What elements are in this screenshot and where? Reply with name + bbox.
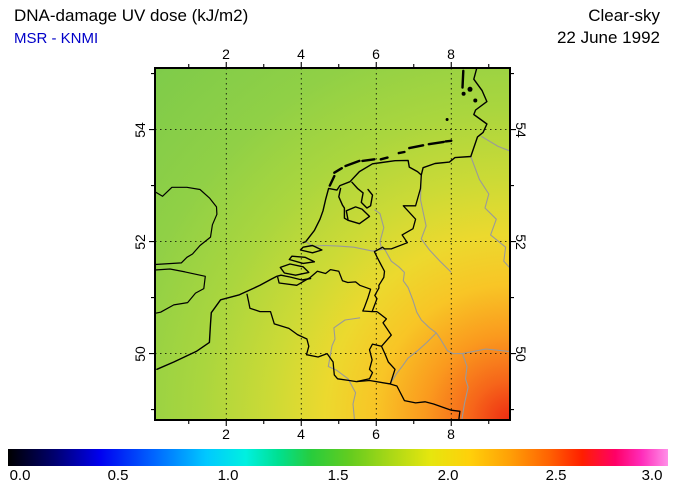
border-be-fr bbox=[246, 293, 357, 383]
ticks-bottom bbox=[188, 420, 490, 426]
river-elbe bbox=[481, 135, 511, 152]
lon-tick-top-8: 8 bbox=[447, 46, 455, 62]
coastline-east-anglia bbox=[154, 186, 218, 266]
river-weser bbox=[470, 156, 511, 269]
coastline-holland-wadden-germany bbox=[302, 67, 488, 244]
lat-tick-left-50: 50 bbox=[132, 346, 148, 362]
lat-tick-right-50: 50 bbox=[513, 346, 529, 362]
coastline-flevoland bbox=[345, 206, 371, 225]
colorbar-label-2.0: 2.0 bbox=[437, 467, 459, 480]
colorbar-gradient bbox=[8, 449, 668, 466]
lat-tick-right-54: 54 bbox=[513, 122, 529, 138]
river-paths bbox=[305, 135, 511, 421]
island-sylt bbox=[461, 69, 465, 89]
lon-tick-top-2: 2 bbox=[222, 46, 230, 62]
island-texel bbox=[328, 174, 336, 187]
map-source: MSR - KNMI bbox=[14, 30, 99, 47]
tick-marks bbox=[149, 62, 516, 426]
colorbar-label-3.0: 3.0 bbox=[641, 467, 663, 480]
island-amrum bbox=[461, 91, 466, 96]
map-overlay bbox=[149, 62, 516, 426]
island-helgoland bbox=[445, 118, 449, 121]
lon-tick-bottom-4: 4 bbox=[297, 426, 305, 442]
lon-tick-top-4: 4 bbox=[297, 46, 305, 62]
coastline-noordoostpolder bbox=[351, 181, 374, 209]
lon-tick-bottom-6: 6 bbox=[372, 426, 380, 442]
map-frame bbox=[154, 67, 511, 421]
island-schiermonnikoog bbox=[379, 156, 389, 161]
island-vlieland bbox=[333, 167, 343, 174]
colorbar-label-2.5: 2.5 bbox=[545, 467, 567, 480]
island-foehr bbox=[467, 86, 473, 92]
river-mosel bbox=[390, 332, 437, 384]
border-nl-be bbox=[276, 268, 373, 313]
river-ijssel bbox=[374, 209, 385, 251]
river-waal bbox=[305, 241, 385, 252]
colorbar-label-1.5: 1.5 bbox=[327, 467, 349, 480]
coastline-schouwen bbox=[288, 255, 316, 265]
island-borkum bbox=[397, 150, 406, 155]
river-rhine bbox=[384, 248, 469, 421]
lon-tick-bottom-8: 8 bbox=[447, 426, 455, 442]
lat-tick-left-52: 52 bbox=[132, 234, 148, 250]
river-ems bbox=[419, 174, 452, 273]
river-meuse bbox=[327, 317, 361, 421]
grid-lines bbox=[155, 68, 510, 420]
island-pellworm bbox=[473, 98, 478, 103]
ticks-left bbox=[149, 73, 155, 411]
colorbar-label-0.0: 0.0 bbox=[9, 467, 31, 480]
england-coast bbox=[154, 186, 218, 314]
ticks-right bbox=[510, 73, 516, 411]
island-langeoog bbox=[427, 140, 445, 146]
coastline-ijsselmeer-shore bbox=[338, 187, 349, 221]
border-be-de-lux-west bbox=[356, 311, 392, 383]
border-paths bbox=[246, 174, 461, 421]
coastline-walcheren bbox=[279, 263, 310, 276]
date-label: 22 June 1992 bbox=[556, 28, 660, 47]
river-main bbox=[462, 348, 511, 355]
colorbar-label-1.0: 1.0 bbox=[217, 467, 239, 480]
island-norderney bbox=[408, 144, 425, 150]
lat-tick-right-52: 52 bbox=[513, 234, 529, 250]
lon-tick-top-6: 6 bbox=[372, 46, 380, 62]
island-terschelling bbox=[344, 159, 361, 168]
page-title: DNA-damage UV dose (kJ/m2) bbox=[14, 6, 249, 25]
colorbar-label-0.5: 0.5 bbox=[107, 467, 129, 480]
coastline-france-belgium bbox=[156, 274, 312, 370]
border-lux-east-fr-de bbox=[380, 346, 461, 421]
border-lux-fr-south bbox=[356, 379, 390, 385]
island-marks bbox=[328, 69, 478, 187]
border-nl-de bbox=[371, 174, 422, 313]
coastline-kent-sussex bbox=[154, 268, 206, 314]
island-wangerooge bbox=[444, 139, 453, 143]
coastline-goeree-voorne bbox=[299, 244, 323, 254]
sky-condition-label: Clear-sky bbox=[588, 6, 660, 25]
lon-tick-bottom-2: 2 bbox=[222, 426, 230, 442]
lat-tick-left-54: 54 bbox=[132, 122, 148, 138]
coastline-paths bbox=[156, 67, 488, 370]
island-ameland bbox=[361, 158, 376, 163]
ticks-top bbox=[188, 62, 490, 68]
